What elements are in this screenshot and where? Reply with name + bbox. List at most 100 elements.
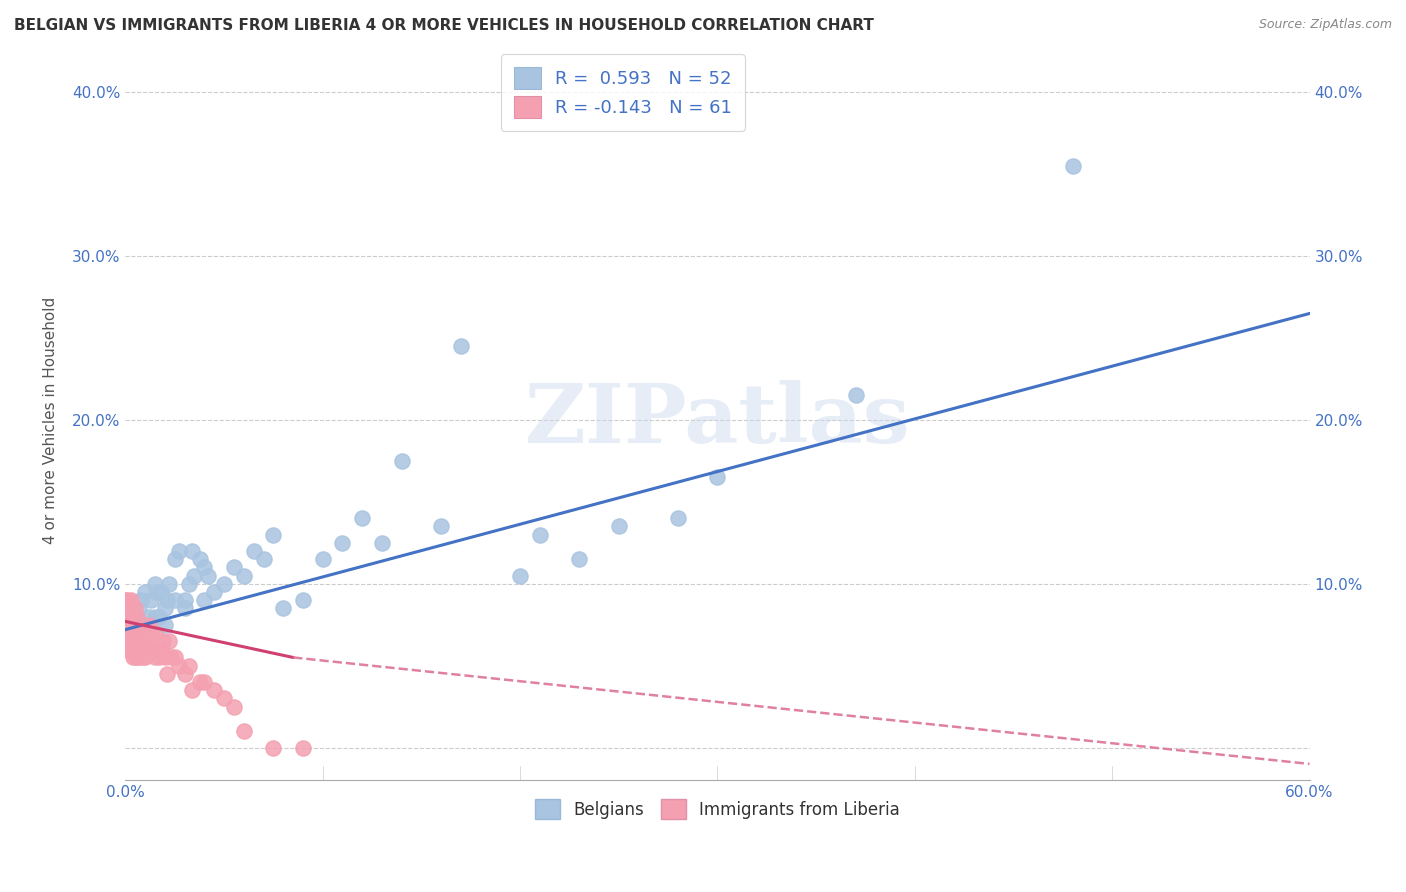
Point [114,593,136,607]
Point [146,642,169,657]
Point [129,626,152,640]
Point [271,601,294,615]
Point [509,568,531,582]
Point [352,511,374,525]
Point [138,609,160,624]
Point [118,617,141,632]
Point [529,527,551,541]
Point [173,593,195,607]
Point [212,576,235,591]
Point [222,560,245,574]
Point [122,650,145,665]
Point [149,585,172,599]
Point [190,675,212,690]
Point [163,593,186,607]
Point [122,626,145,640]
Point [148,650,170,665]
Point [127,609,149,624]
Point [132,650,155,665]
Point [190,552,212,566]
Point [128,634,150,648]
Text: Source: ZipAtlas.com: Source: ZipAtlas.com [1258,18,1392,31]
Point [291,593,314,607]
Point [222,699,245,714]
Point [430,519,453,533]
Text: ZIPatlas: ZIPatlas [524,380,910,460]
Point [666,511,689,525]
Point [845,388,868,402]
Point [124,626,146,640]
Point [291,740,314,755]
Point [450,339,472,353]
Point [118,626,141,640]
Point [193,675,215,690]
Point [120,642,142,657]
Point [114,609,136,624]
Point [127,634,149,648]
Point [117,617,139,632]
Point [118,634,141,648]
Point [173,601,195,615]
Point [163,650,186,665]
Point [177,658,200,673]
Point [129,593,152,607]
Point [124,617,146,632]
Point [262,740,284,755]
Point [143,626,166,640]
Point [139,593,162,607]
Point [128,650,150,665]
Point [232,568,254,582]
Point [136,642,159,657]
Point [153,650,176,665]
Point [173,666,195,681]
Point [167,544,190,558]
Point [129,642,152,657]
Point [124,650,146,665]
Point [134,650,156,665]
Text: BELGIAN VS IMMIGRANTS FROM LIBERIA 4 OR MORE VEHICLES IN HOUSEHOLD CORRELATION C: BELGIAN VS IMMIGRANTS FROM LIBERIA 4 OR … [14,18,875,33]
Point [114,634,136,648]
Point [232,724,254,739]
Point [706,470,728,484]
Point [120,593,142,607]
Point [157,576,180,591]
Point [153,601,176,615]
Point [134,585,156,599]
Point [197,568,219,582]
Point [202,683,225,698]
Point [177,576,200,591]
Point [167,658,190,673]
Point [181,683,204,698]
Legend: Belgians, Immigrants from Liberia: Belgians, Immigrants from Liberia [529,792,907,826]
Point [148,609,170,624]
Point [202,585,225,599]
Point [157,634,180,648]
Point [156,593,179,607]
Point [193,560,215,574]
Point [183,568,205,582]
Point [128,601,150,615]
Y-axis label: 4 or more Vehicles in Household: 4 or more Vehicles in Household [44,296,58,543]
Point [568,552,591,566]
Point [159,650,181,665]
Point [153,617,176,632]
Point [242,544,264,558]
Point [143,650,166,665]
Point [262,527,284,541]
Point [149,642,172,657]
Point [124,601,146,615]
Point [142,642,165,657]
Point [117,609,139,624]
Point [312,552,335,566]
Point [1062,159,1084,173]
Point [139,626,162,640]
Point [152,634,174,648]
Point [122,609,145,624]
Point [212,691,235,706]
Point [138,617,160,632]
Point [114,626,136,640]
Point [163,552,186,566]
Point [120,617,142,632]
Point [117,642,139,657]
Point [134,617,156,632]
